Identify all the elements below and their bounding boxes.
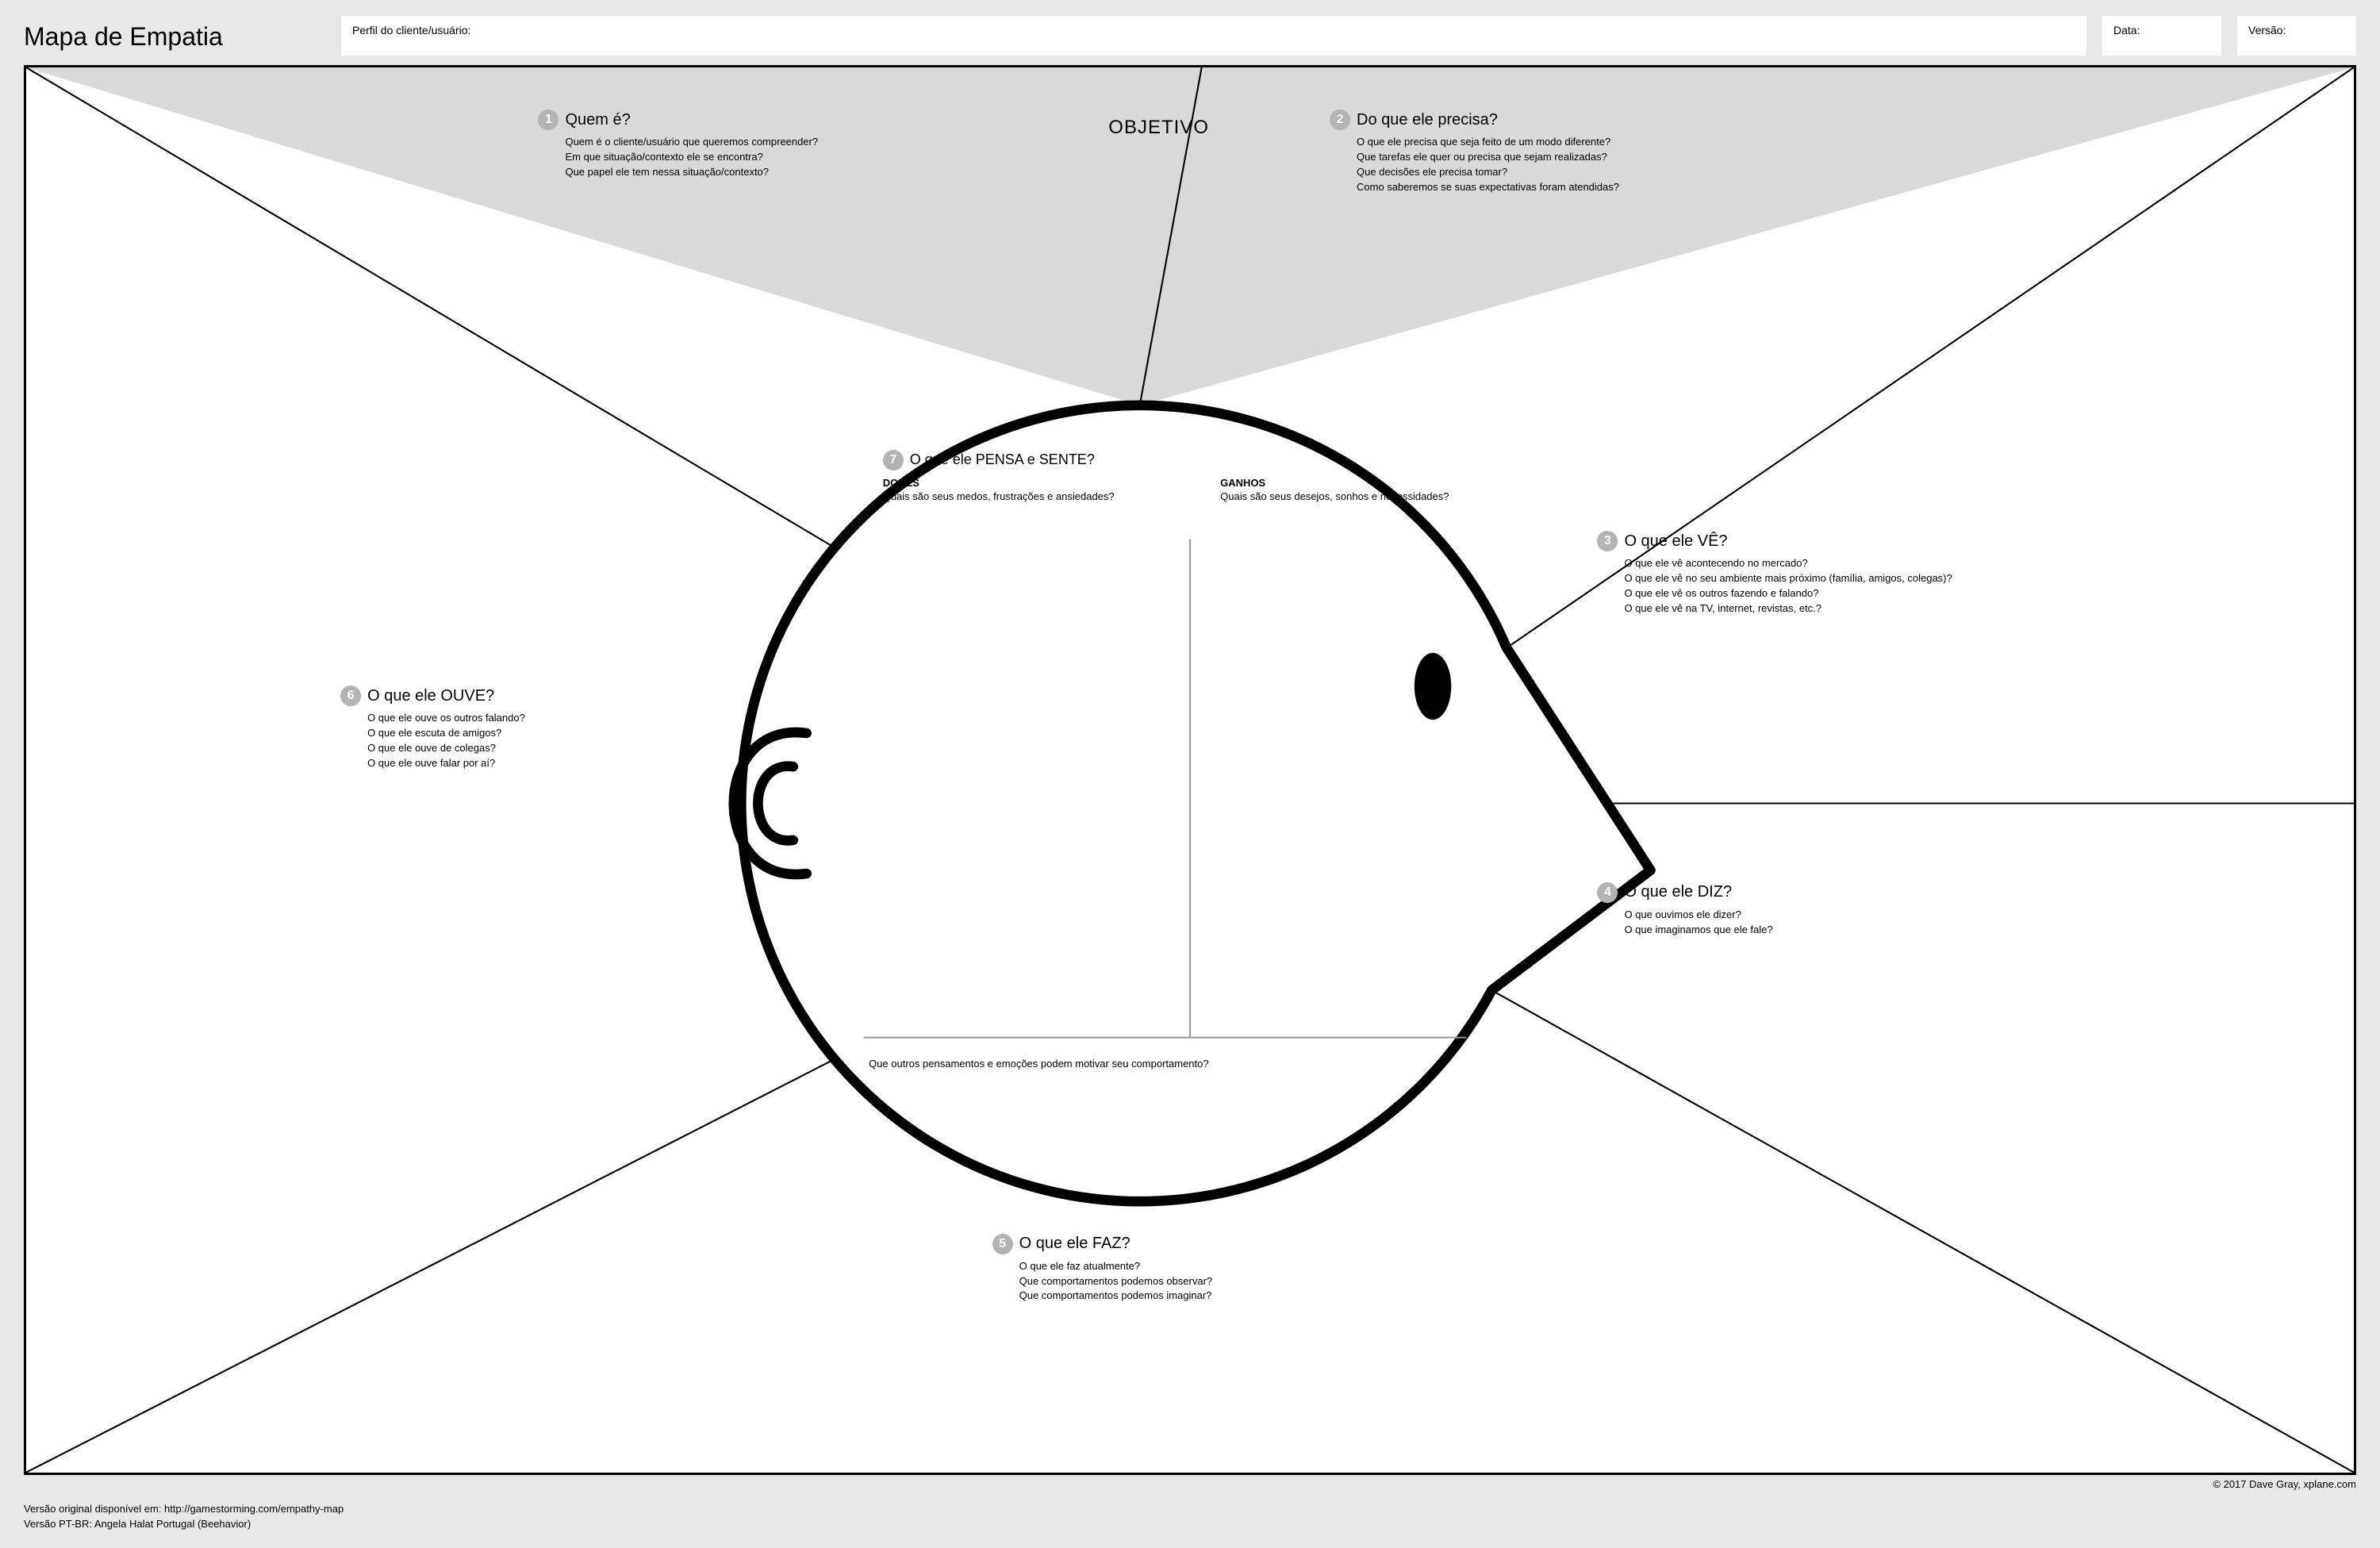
section-center: 7 O que ele PENSA e SENTE? DORES Quais s… bbox=[883, 450, 1558, 502]
ganhos-text: Quais são seus desejos, sonhos e necessi… bbox=[1220, 490, 1546, 502]
badge-3: 3 bbox=[1597, 531, 1618, 551]
section-title-diz: O que ele DIZ? bbox=[1624, 883, 1732, 901]
footer: Versão original disponível em: http://ga… bbox=[24, 1501, 2356, 1532]
badge-5: 5 bbox=[992, 1234, 1013, 1254]
section-questions-ve: O que ele vê acontecendo no mercado?O qu… bbox=[1624, 556, 2319, 616]
section-questions-quem: Quem é o cliente/usuário que queremos co… bbox=[565, 135, 1190, 180]
center-bottom-text: Que outros pensamentos e emoções podem m… bbox=[869, 1058, 1209, 1070]
section-ouve: 6 O que ele OUVE? O que ele ouve os outros… bbox=[340, 686, 852, 770]
field-data[interactable]: Data: bbox=[2102, 16, 2221, 56]
section-precisa: 2 Do que ele precisa? O que ele precisa qu… bbox=[1330, 109, 2075, 194]
page-title: Mapa de Empatia bbox=[24, 16, 325, 52]
section-quem: 1 Quem é? Quem é o cliente/usuário que que… bbox=[538, 109, 1190, 180]
center-col-ganhos: GANHOS Quais são seus desejos, sonhos e … bbox=[1220, 477, 1557, 502]
center-title-text: O que ele PENSA e SENTE? bbox=[910, 451, 1095, 468]
badge-7: 7 bbox=[883, 450, 904, 471]
footer-line1: Versão original disponível em: http://ga… bbox=[24, 1501, 344, 1517]
ganhos-title: GANHOS bbox=[1220, 477, 1546, 489]
section-questions-precisa: O que ele precisa que seja feito de um m… bbox=[1357, 135, 2075, 194]
section-faz: 5 O que ele FAZ? O que ele faz atualmente?… bbox=[992, 1234, 1691, 1304]
header-row: Mapa de Empatia Perfil do cliente/usuári… bbox=[24, 16, 2356, 56]
field-versao[interactable]: Versão: bbox=[2237, 16, 2356, 56]
dores-title: DORES bbox=[883, 477, 1209, 489]
section-title-precisa: Do que ele precisa? bbox=[1357, 111, 1498, 129]
section-title-faz: O que ele FAZ? bbox=[1019, 1235, 1130, 1253]
badge-4: 4 bbox=[1597, 882, 1618, 903]
dores-text: Quais são seus medos, frustrações e ansi… bbox=[883, 490, 1209, 502]
badge-6: 6 bbox=[340, 686, 361, 706]
badge-1: 1 bbox=[538, 109, 559, 130]
section-ve: 3 O que ele VÊ? O que ele vê acontecendo n… bbox=[1597, 531, 2319, 616]
copyright: © 2017 Dave Gray, xplane.com bbox=[24, 1478, 2356, 1490]
section-diz: 4 O que ele DIZ? O que ouvimos ele dizer?O… bbox=[1597, 882, 2249, 938]
section-title-quem: Quem é? bbox=[565, 111, 630, 129]
section-title-ve: O que ele VÊ? bbox=[1624, 532, 1727, 551]
section-questions-ouve: O que ele ouve os outros falando?O que e… bbox=[367, 711, 852, 770]
footer-line2: Versão PT-BR: Angela Halat Portugal (Bee… bbox=[24, 1516, 344, 1532]
badge-2: 2 bbox=[1330, 109, 1350, 130]
section-questions-faz: O que ele faz atualmente?Que comportamen… bbox=[1019, 1259, 1691, 1304]
center-col-dores: DORES Quais são seus medos, frustrações … bbox=[883, 477, 1220, 502]
section-questions-diz: O que ouvimos ele dizer?O que imaginamos… bbox=[1624, 908, 2249, 938]
empathy-map-canvas: OBJETIVO 1Quem é?Quem é o cliente/usuári… bbox=[24, 65, 2356, 1475]
field-perfil[interactable]: Perfil do cliente/usuário: bbox=[341, 16, 2086, 56]
section-title-ouve: O que ele OUVE? bbox=[367, 687, 494, 705]
